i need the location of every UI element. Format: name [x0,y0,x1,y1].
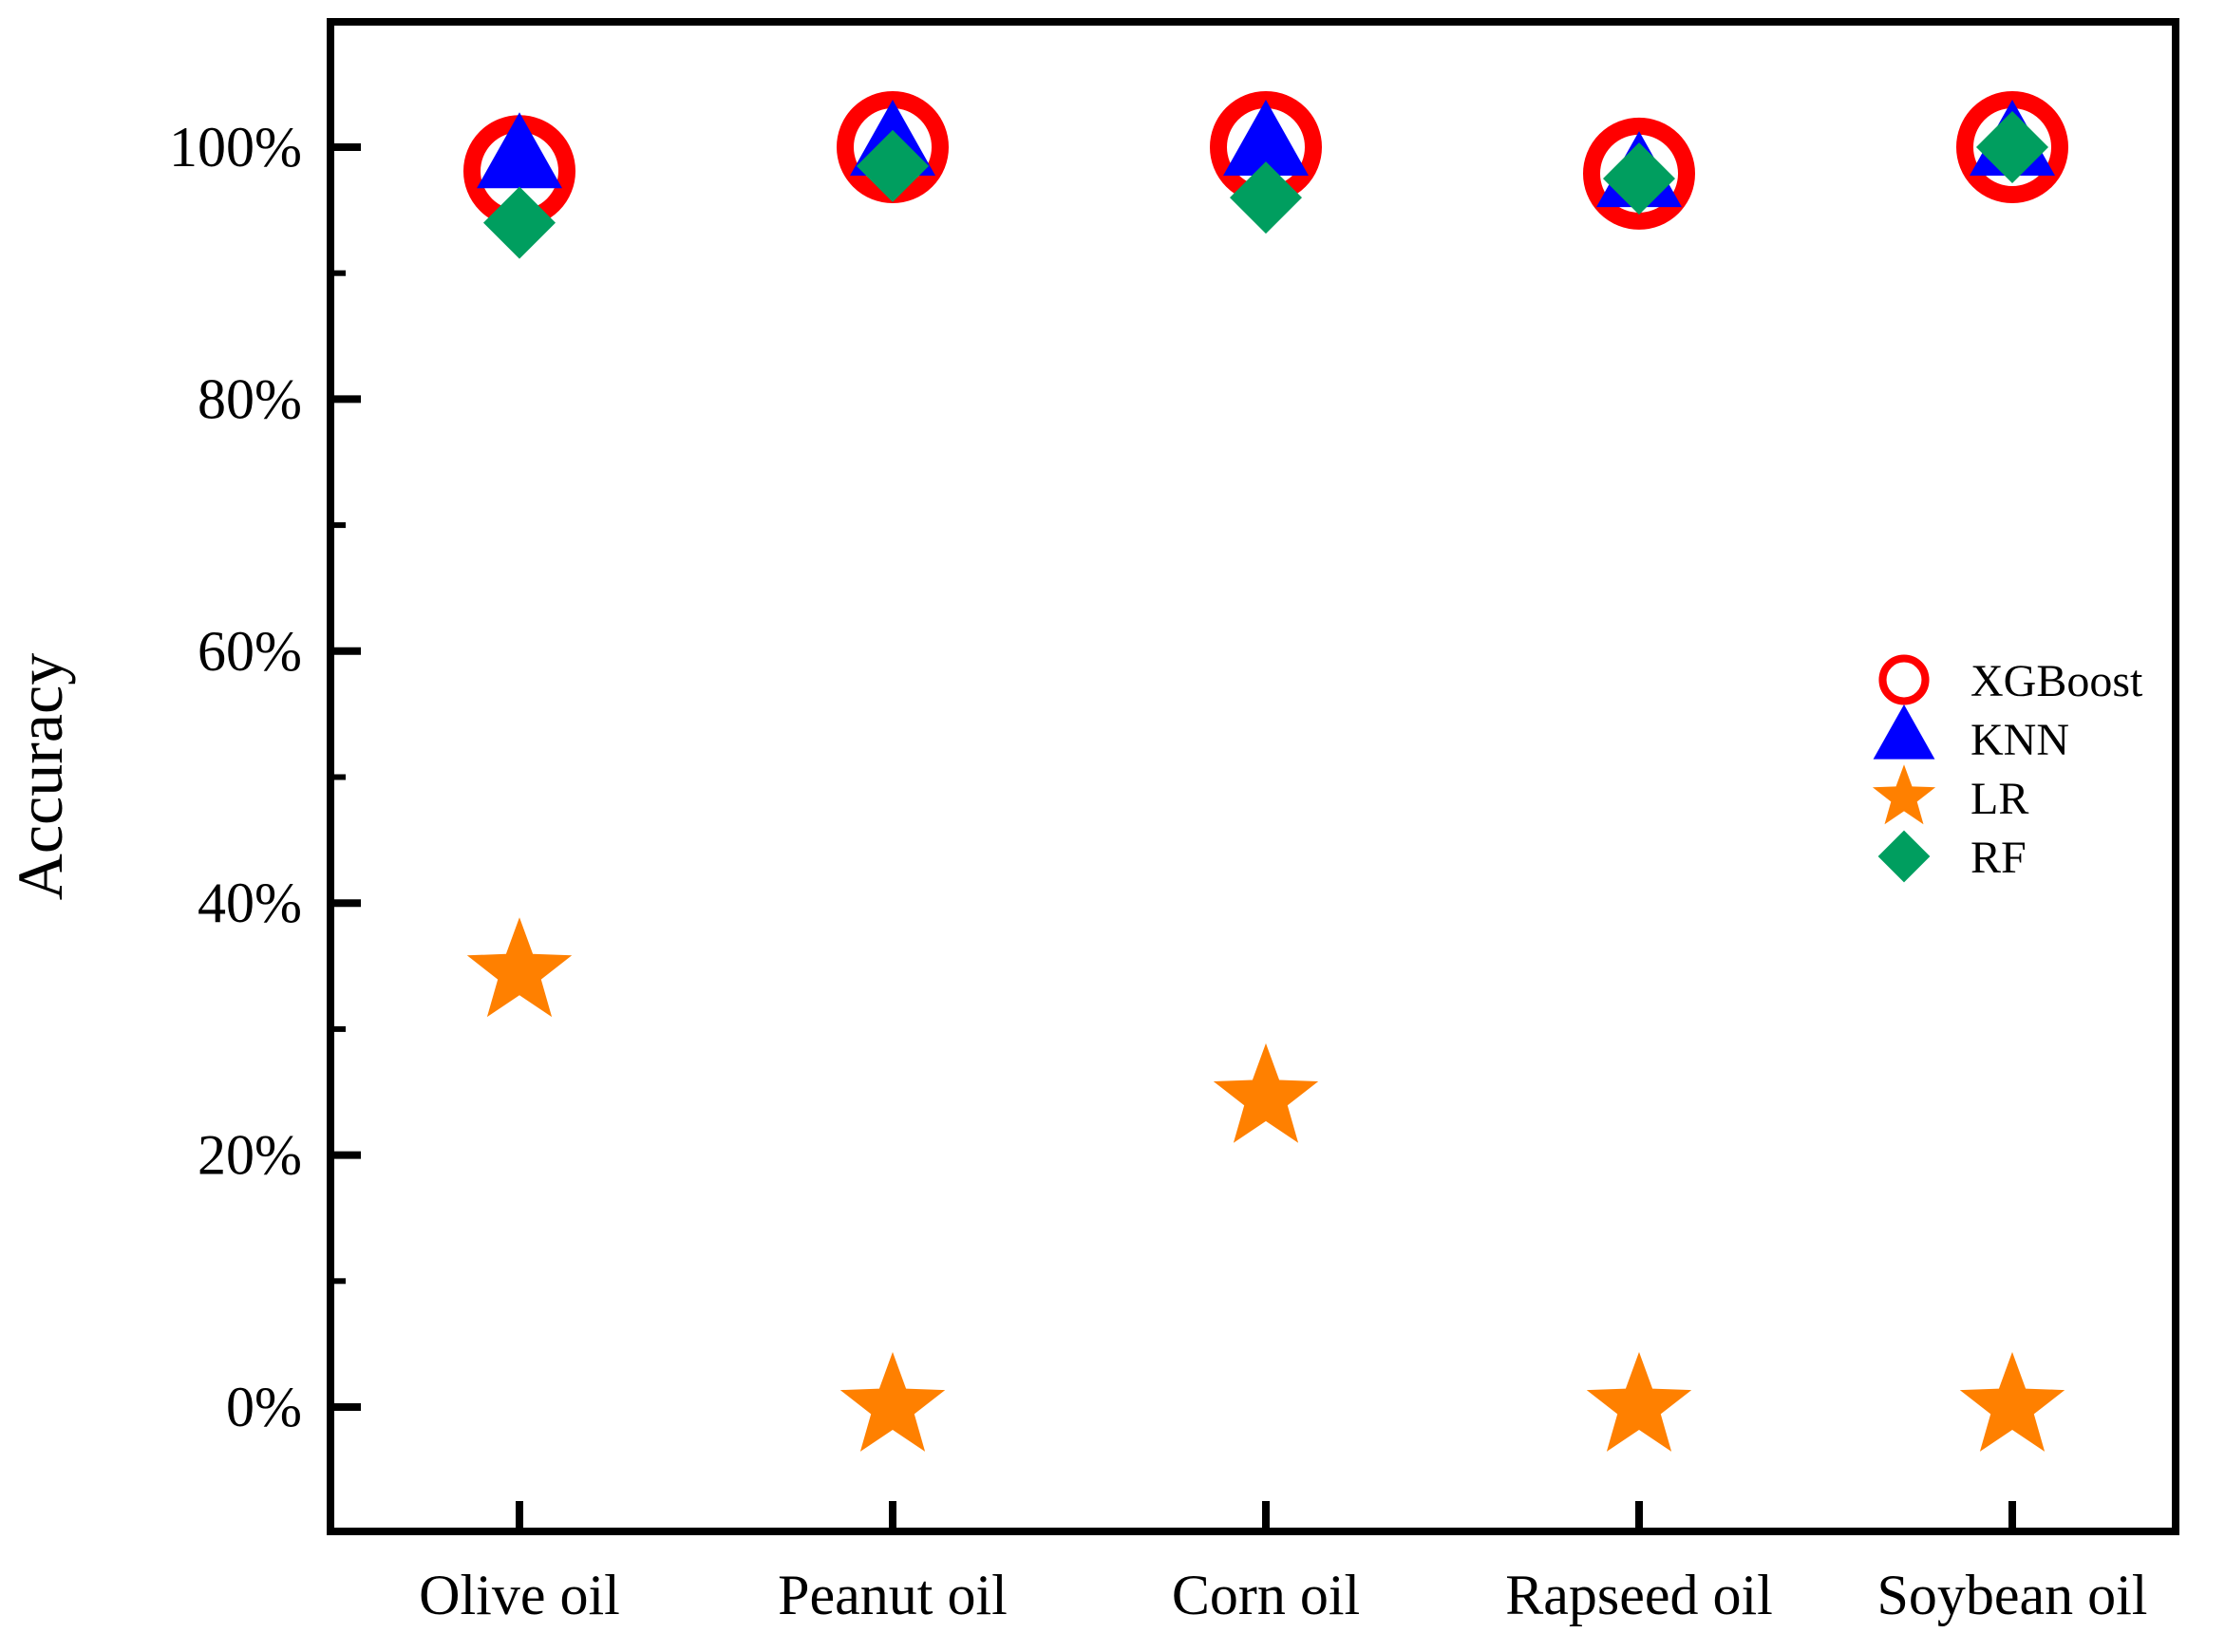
legend-label: KNN [1970,715,2069,765]
data-point-rf [1976,111,2048,183]
series-rf [483,111,2048,259]
legend-marker-rf [1877,830,1931,883]
legend-marker-lr [1872,764,1936,825]
axes: 0% 20% 40% 60% 80% 100% Olive oil Peanut oil Cor… [169,116,2147,1626]
data-point-rf [1230,161,1302,235]
x-tick-label: Rapseed oil [1505,1564,1773,1626]
legend-marker-xgboost [1878,654,1930,705]
y-axis-title: Accuracy [4,653,76,900]
data-point-xgboost [1583,117,1695,230]
data-point-lr [1213,1042,1319,1143]
legend-label: RF [1970,833,2027,883]
x-tick-label: Soybean oil [1877,1564,2148,1626]
x-tick-label: Olive oil [419,1564,620,1626]
data-point-knn [1223,100,1309,176]
data-point-knn [477,112,562,189]
y-tick-label: 80% [198,367,302,430]
legend-marker-knn [1873,704,1935,760]
series-lr [466,917,2065,1452]
data-point-lr [1959,1352,2065,1452]
y-tick-label: 20% [198,1124,302,1187]
data-point-lr [1586,1352,1692,1452]
plot-marks [463,91,2068,1452]
data-point-rf [857,129,929,202]
legend-label: XGBoost [1970,656,2143,706]
y-tick-label: 0% [226,1376,302,1438]
legend-label: LR [1970,774,2028,824]
data-point-rf [1603,142,1675,216]
x-tick-label: Corn oil [1172,1564,1360,1626]
y-tick-label: 40% [198,872,302,934]
data-point-lr [466,917,573,1018]
y-tick-label: 60% [198,620,302,683]
x-tick-label: Peanut oil [778,1564,1008,1626]
data-point-lr [839,1352,946,1452]
legend: XGBoost KNN LR RF [1872,654,2143,883]
data-point-rf [483,186,556,259]
y-tick-label: 100% [169,116,302,178]
